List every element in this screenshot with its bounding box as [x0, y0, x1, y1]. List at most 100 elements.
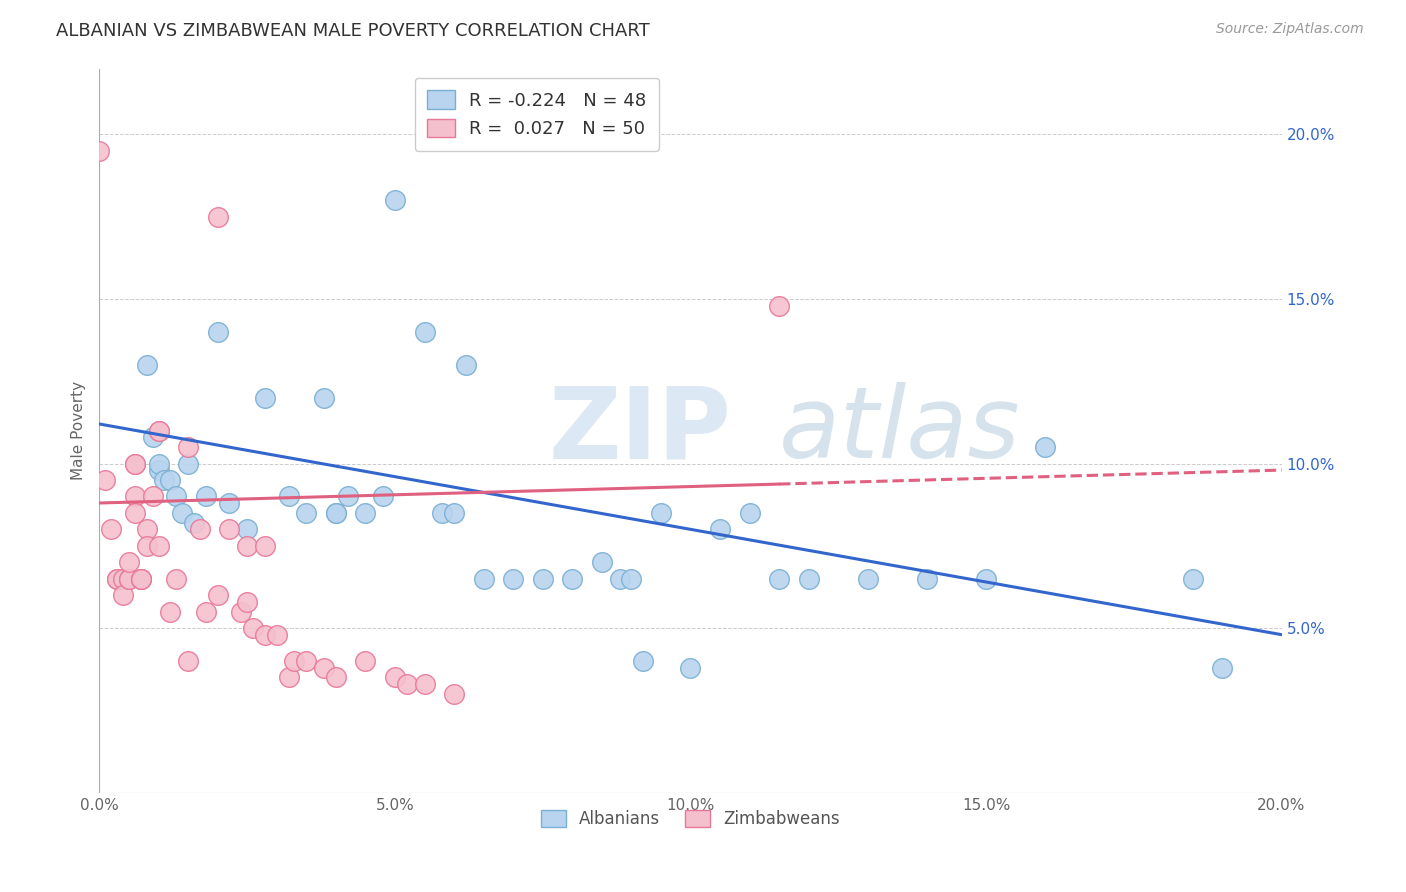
Point	[236, 522, 259, 536]
Point	[395, 677, 418, 691]
Point	[312, 391, 335, 405]
Point	[159, 473, 181, 487]
Text: ALBANIAN VS ZIMBABWEAN MALE POVERTY CORRELATION CHART: ALBANIAN VS ZIMBABWEAN MALE POVERTY CORR…	[56, 22, 650, 40]
Point	[738, 506, 761, 520]
Point	[129, 572, 152, 586]
Point	[1211, 660, 1233, 674]
Point	[253, 539, 276, 553]
Point	[236, 539, 259, 553]
Point	[207, 588, 229, 602]
Point	[413, 325, 436, 339]
Point	[148, 539, 170, 553]
Legend: Albanians, Zimbabweans: Albanians, Zimbabweans	[534, 804, 846, 835]
Point	[242, 621, 264, 635]
Point	[856, 572, 879, 586]
Point	[266, 628, 288, 642]
Point	[183, 516, 205, 530]
Point	[974, 572, 997, 586]
Point	[443, 506, 465, 520]
Point	[620, 572, 643, 586]
Point	[89, 144, 111, 158]
Point	[124, 506, 146, 520]
Point	[148, 424, 170, 438]
Point	[325, 670, 347, 684]
Point	[177, 654, 200, 668]
Text: Source: ZipAtlas.com: Source: ZipAtlas.com	[1216, 22, 1364, 37]
Point	[531, 572, 554, 586]
Point	[591, 555, 613, 569]
Point	[153, 473, 176, 487]
Point	[177, 457, 200, 471]
Point	[135, 522, 157, 536]
Point	[650, 506, 672, 520]
Point	[148, 424, 170, 438]
Point	[172, 506, 194, 520]
Point	[105, 572, 128, 586]
Point	[194, 605, 217, 619]
Point	[373, 490, 395, 504]
Point	[112, 588, 135, 602]
Point	[159, 605, 181, 619]
Point	[413, 677, 436, 691]
Point	[354, 506, 377, 520]
Point	[118, 572, 141, 586]
Point	[1033, 440, 1056, 454]
Point	[277, 490, 299, 504]
Point	[129, 572, 152, 586]
Point	[384, 670, 406, 684]
Point	[915, 572, 938, 586]
Point	[432, 506, 454, 520]
Point	[709, 522, 731, 536]
Point	[112, 572, 135, 586]
Point	[194, 490, 217, 504]
Point	[631, 654, 654, 668]
Point	[135, 358, 157, 372]
Point	[129, 572, 152, 586]
Point	[277, 670, 299, 684]
Point	[1181, 572, 1204, 586]
Point	[218, 522, 240, 536]
Point	[105, 572, 128, 586]
Point	[124, 457, 146, 471]
Point	[325, 506, 347, 520]
Y-axis label: Male Poverty: Male Poverty	[72, 381, 86, 480]
Point	[768, 572, 790, 586]
Point	[207, 325, 229, 339]
Point	[295, 654, 318, 668]
Point	[354, 654, 377, 668]
Point	[124, 490, 146, 504]
Point	[231, 605, 253, 619]
Point	[118, 572, 141, 586]
Point	[336, 490, 359, 504]
Point	[188, 522, 211, 536]
Point	[472, 572, 495, 586]
Point	[135, 539, 157, 553]
Point	[679, 660, 702, 674]
Point	[142, 430, 165, 444]
Point	[768, 298, 790, 312]
Point	[253, 391, 276, 405]
Point	[148, 463, 170, 477]
Point	[609, 572, 631, 586]
Point	[218, 496, 240, 510]
Point	[207, 210, 229, 224]
Point	[443, 687, 465, 701]
Point	[124, 457, 146, 471]
Point	[502, 572, 524, 586]
Point	[165, 490, 187, 504]
Point	[94, 473, 117, 487]
Point	[454, 358, 477, 372]
Point	[283, 654, 305, 668]
Point	[165, 572, 187, 586]
Point	[148, 457, 170, 471]
Point	[295, 506, 318, 520]
Text: ZIP: ZIP	[548, 382, 731, 479]
Point	[142, 490, 165, 504]
Point	[236, 595, 259, 609]
Point	[325, 506, 347, 520]
Point	[118, 555, 141, 569]
Point	[100, 522, 122, 536]
Text: atlas: atlas	[779, 382, 1021, 479]
Point	[561, 572, 583, 586]
Point	[177, 440, 200, 454]
